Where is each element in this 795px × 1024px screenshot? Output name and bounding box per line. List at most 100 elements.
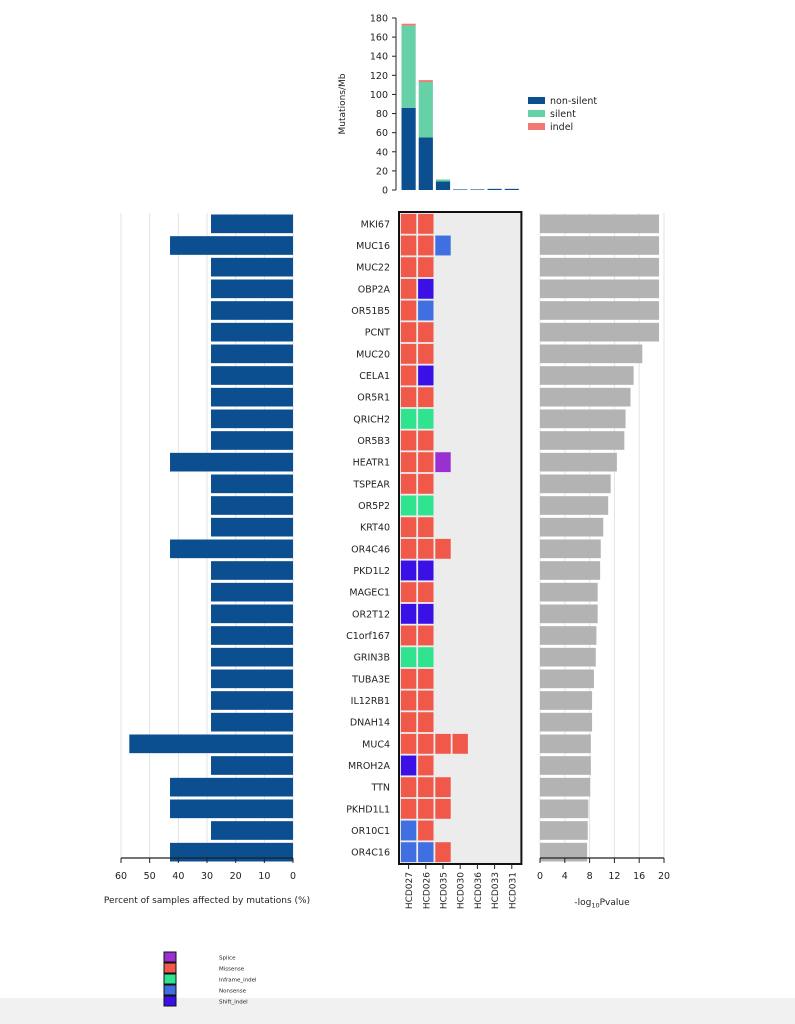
- heatmap-cell-MUC22-HCD027: [400, 257, 417, 278]
- heatmap-cell-OR2T12-HCD031: [504, 603, 520, 624]
- heatmap-cell-OR5B3-HCD030: [452, 430, 468, 451]
- gene-label-OBP2A: OBP2A: [358, 284, 391, 295]
- heatmap-cell-MUC16-HCD031: [504, 235, 520, 256]
- left-bar-MUC16: [170, 236, 293, 255]
- heatmap-cell-IL12RB1-HCD031: [504, 690, 520, 711]
- heatmap-cell-QRICH2-HCD033: [486, 408, 503, 429]
- heatmap-cell-PKD1L2-HCD033: [486, 560, 503, 581]
- left-bar-MUC22: [211, 257, 293, 277]
- heatmap-cell-HEATR1-HCD031: [504, 452, 520, 473]
- gene-label-TTN: TTN: [370, 783, 390, 794]
- heatmap-cell-TSPEAR-HCD027: [400, 473, 417, 494]
- heatmap-cell-TSPEAR-HCD031: [504, 473, 520, 494]
- heatmap-cell-MKI67-HCD031: [504, 213, 520, 234]
- heatmap-cell-TSPEAR-HCD033: [486, 473, 503, 494]
- top-legend-label-indel: indel: [550, 122, 573, 133]
- top-y-tick-label: 160: [370, 33, 388, 44]
- gene-label-QRICH2: QRICH2: [353, 414, 390, 425]
- heatmap-cell-TUBA3E-HCD026: [418, 668, 434, 689]
- heatmap-cell-TSPEAR-HCD026: [418, 473, 434, 494]
- heatmap-cell-PCNT-HCD026: [418, 322, 434, 343]
- heatmap-cell-KRT40-HCD030: [452, 517, 468, 538]
- heatmap-cell-OR10C1-HCD031: [504, 820, 520, 841]
- heatmap-cell-MUC4-HCD026: [418, 733, 434, 754]
- top-y-tick-label: 140: [370, 52, 388, 63]
- heatmap-cell-OBP2A-HCD031: [504, 278, 520, 299]
- left-bar-CELA1: [211, 366, 293, 385]
- top-mutation-burden-chart: 0 20 40 60 80 100 120 140 160 180 Mutations/Mb non-…: [338, 14, 597, 197]
- top-y-tick-label: 0: [382, 186, 388, 197]
- heatmap-cell-QRICH2-HCD026: [418, 408, 434, 429]
- heatmap-cell-HEATR1-HCD027: [400, 452, 417, 473]
- heatmap-cell-OR2T12-HCD030: [452, 603, 468, 624]
- heatmap-cell-C1orf167-HCD036: [469, 625, 486, 646]
- heatmap-cell-CELA1-HCD031: [504, 365, 520, 386]
- heatmap-cell-TTN-HCD027: [400, 777, 417, 798]
- heatmap-cell-OR4C16-HCD030: [452, 842, 468, 863]
- heatmap-cell-MKI67-HCD026: [418, 213, 434, 234]
- heatmap-cell-MKI67-HCD030: [452, 213, 468, 234]
- heatmap-cell-HEATR1-HCD036: [469, 452, 486, 473]
- right-pvalue-chart: 0 4 8 12 16 20 -log10Pvalue: [537, 213, 670, 910]
- heatmap-cell-KRT40-HCD031: [504, 517, 520, 538]
- heatmap-cell-QRICH2-HCD031: [504, 408, 520, 429]
- heatmap-cell-C1orf167-HCD035: [435, 625, 451, 646]
- heatmap-cell-TSPEAR-HCD035: [435, 473, 451, 494]
- left-x-tick-label: 50: [144, 871, 156, 882]
- heatmap-cell-CELA1-HCD033: [486, 365, 503, 386]
- right-bar-PKHD1L1: [540, 799, 589, 819]
- sample-label-HCD026: HCD026: [422, 872, 432, 909]
- heatmap-cell-DNAH14-HCD036: [469, 712, 486, 733]
- top-bar-non-silent-HCD031: [504, 188, 519, 190]
- left-bar-QRICH2: [211, 409, 293, 429]
- heatmap-cell-TTN-HCD035: [435, 777, 451, 798]
- heatmap-cell-MUC22-HCD030: [452, 257, 468, 278]
- legend-label-Missense: Missense: [219, 967, 245, 973]
- heatmap-cell-TSPEAR-HCD036: [469, 473, 486, 494]
- heatmap-cell-MUC22-HCD033: [486, 257, 503, 278]
- gene-label-PKD1L2: PKD1L2: [353, 566, 390, 577]
- heatmap-cell-IL12RB1-HCD026: [418, 690, 434, 711]
- gene-label-OR10C1: OR10C1: [351, 826, 390, 837]
- top-legend-swatch-indel: [528, 123, 545, 130]
- heatmap-cell-PKHD1L1-HCD030: [452, 798, 468, 819]
- heatmap-cell-OBP2A-HCD030: [452, 278, 468, 299]
- heatmap-cell-OR4C46-HCD031: [504, 538, 520, 559]
- sample-label-HCD030: HCD030: [457, 872, 467, 909]
- heatmap-cell-CELA1-HCD030: [452, 365, 468, 386]
- heatmap-cell-PCNT-HCD030: [452, 322, 468, 343]
- gene-label-OR2T12: OR2T12: [352, 609, 390, 620]
- right-bar-MKI67: [540, 214, 660, 234]
- right-x-tick-label: 0: [537, 871, 543, 882]
- heatmap-cell-MROH2A-HCD026: [418, 755, 434, 776]
- top-y-tick-label: 100: [370, 90, 388, 101]
- right-bar-PCNT: [540, 322, 660, 342]
- heatmap-cell-PCNT-HCD035: [435, 322, 451, 343]
- heatmap-cell-OR5P2-HCD035: [435, 495, 451, 516]
- heatmap-cell-OR10C1-HCD030: [452, 820, 468, 841]
- sample-label-HCD033: HCD033: [491, 872, 501, 909]
- heatmap-cell-OR5B3-HCD036: [469, 430, 486, 451]
- heatmap-cell-OR5B3-HCD031: [504, 430, 520, 451]
- heatmap-cell-OBP2A-HCD036: [469, 278, 486, 299]
- heatmap-cell-OR5R1-HCD036: [469, 387, 486, 408]
- heatmap-cell-PKHD1L1-HCD027: [400, 798, 417, 819]
- bottom-band: [0, 998, 795, 1024]
- heatmap-cell-IL12RB1-HCD036: [469, 690, 486, 711]
- heatmap-cell-OR10C1-HCD026: [418, 820, 434, 841]
- heatmap-cell-OR4C46-HCD030: [452, 538, 468, 559]
- heatmap-cell-KRT40-HCD027: [400, 517, 417, 538]
- right-bar-MUC20: [540, 344, 643, 364]
- gene-label-HEATR1: HEATR1: [353, 458, 390, 469]
- top-y-tick-label: 180: [370, 14, 388, 25]
- left-x-tick-label: 30: [201, 871, 213, 882]
- heatmap-cell-MUC4-HCD030: [452, 733, 468, 754]
- heatmap-cell-MKI67-HCD035: [435, 213, 451, 234]
- heatmap-cell-PKD1L2-HCD035: [435, 560, 451, 581]
- heatmap-cell-IL12RB1-HCD027: [400, 690, 417, 711]
- heatmap-cell-GRIN3B-HCD031: [504, 647, 520, 668]
- heatmap-cell-GRIN3B-HCD035: [435, 647, 451, 668]
- gene-label-OR4C16: OR4C16: [351, 848, 390, 859]
- right-bar-MUC22: [540, 257, 660, 277]
